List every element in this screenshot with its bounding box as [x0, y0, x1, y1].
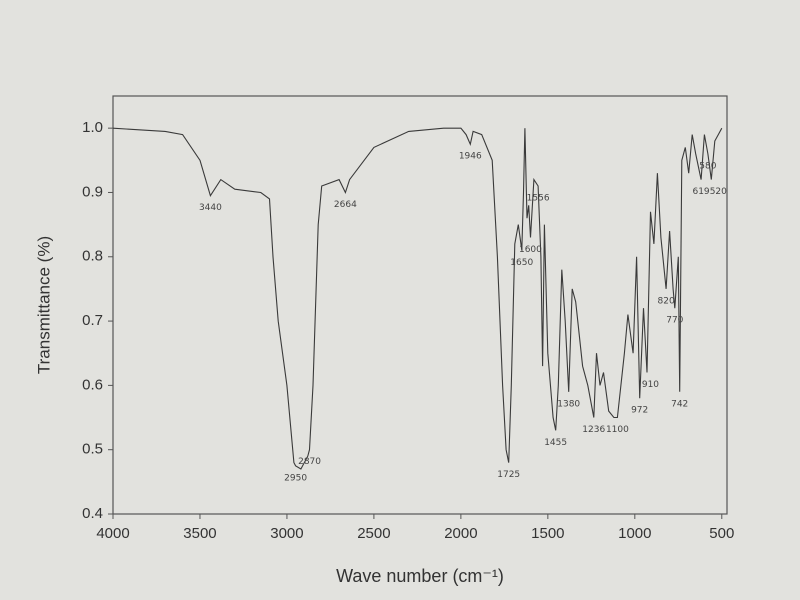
- peak-annotation: 1725: [497, 470, 520, 480]
- peak-annotation: 1100: [606, 425, 629, 435]
- peak-annotation: 2870: [298, 457, 321, 467]
- y-tick-label: 1.0: [82, 119, 103, 136]
- peak-annotation: 1650: [510, 258, 533, 268]
- peak-annotation: 580: [699, 161, 716, 171]
- x-tick-label: 3000: [270, 525, 303, 542]
- peak-annotation: 820: [658, 296, 675, 306]
- peak-annotation: 1380: [557, 399, 580, 409]
- x-tick-label: 1000: [618, 525, 651, 542]
- peak-annotation: 1946: [459, 152, 482, 162]
- x-tick-label: 1500: [531, 525, 564, 542]
- y-tick-label: 0.8: [82, 248, 103, 265]
- y-axis-label: Transmittance (%): [34, 236, 53, 374]
- x-tick-label: 500: [709, 525, 734, 542]
- y-tick-label: 0.7: [82, 312, 103, 329]
- peak-annotation: 1236: [582, 425, 605, 435]
- y-tick-label: 0.6: [82, 376, 103, 393]
- peak-annotation: 972: [631, 406, 648, 416]
- peak-annotation: 910: [642, 380, 659, 390]
- y-tick-label: 0.5: [82, 441, 103, 458]
- x-axis-label: Wave number (cm⁻¹): [336, 566, 504, 586]
- peak-annotation: 1455: [544, 438, 567, 448]
- y-tick-label: 0.9: [82, 183, 103, 200]
- peak-annotation: 2950: [284, 473, 307, 483]
- x-tick-label: 4000: [96, 525, 129, 542]
- peak-annotation: 520: [710, 187, 727, 197]
- peak-annotation: 742: [671, 399, 688, 409]
- spectrum-line: [112, 127, 723, 470]
- peak-annotation: 770: [666, 316, 683, 326]
- plot-frame: [112, 95, 728, 515]
- peak-annotation: 2664: [334, 200, 357, 210]
- peak-annotation: 3440: [199, 203, 222, 213]
- peak-annotation: 1556: [527, 194, 550, 204]
- peak-annotation: 1600: [519, 245, 542, 255]
- peak-annotation: 619: [692, 187, 709, 197]
- y-tick-label: 0.4: [82, 505, 103, 522]
- x-tick-label: 3500: [183, 525, 216, 542]
- x-tick-label: 2500: [357, 525, 390, 542]
- x-tick-label: 2000: [444, 525, 477, 542]
